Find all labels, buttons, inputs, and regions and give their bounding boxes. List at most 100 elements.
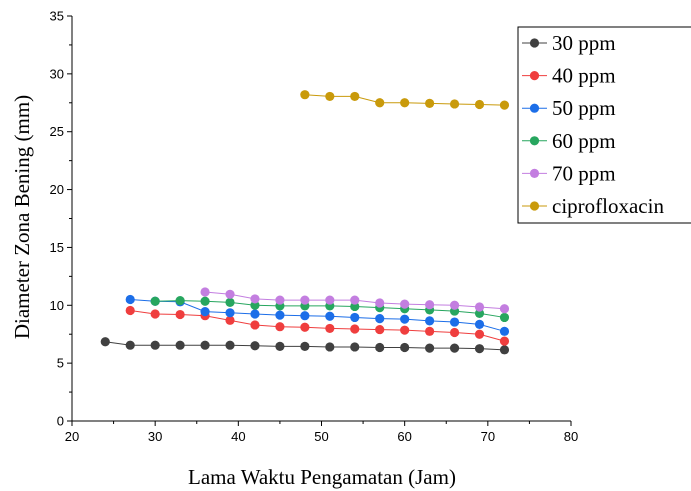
y-tick-label: 35 [50,9,64,24]
x-tick-label: 80 [564,429,578,444]
legend-label: 50 ppm [552,96,616,120]
legend-item: 60 ppm [522,129,616,153]
data-point [375,98,385,108]
data-point [375,298,385,308]
data-point [250,320,260,330]
legend-marker [529,201,540,211]
legend-label: 60 ppm [552,129,616,153]
y-tick-label: 25 [50,124,64,139]
data-point [400,98,410,108]
data-point [350,295,360,305]
data-point [150,340,160,350]
data-point [350,91,360,102]
data-point [150,309,160,319]
data-point [425,300,435,310]
data-point [125,294,135,305]
data-point [225,340,235,350]
data-point [225,315,235,325]
data-point [474,302,485,312]
data-point [275,295,285,305]
data-point [400,342,410,353]
y-tick-label: 30 [50,66,64,81]
axes: 20 30 40 50 60 70 80 0 5 10 15 20 25 30 35 [50,9,579,445]
legend-marker [529,103,540,113]
data-point [250,341,260,351]
data-point [250,300,260,310]
data-point [449,300,460,310]
data-point [200,287,210,297]
data-point [425,326,435,336]
y-axis-title: Diameter Zona Bening (mm) [10,95,34,339]
y-tick-label: 5 [57,356,64,371]
data-point [499,345,510,355]
y-tick-label: 10 [50,298,64,313]
x-tick-label: 70 [481,429,495,444]
legend-item: 30 ppm [522,31,616,55]
x-tick-label: 20 [65,429,79,444]
legend-marker [529,168,540,178]
data-point [400,314,410,324]
data-point [200,296,210,306]
data-point [499,336,510,346]
data-point [499,326,510,336]
data-point [125,305,135,316]
legend-label: 30 ppm [552,31,616,55]
legend: 30 ppm 40 ppm 50 ppm 60 ppm 70 ppm ciprofloxa… [517,26,691,224]
data-point [425,316,435,326]
legend-marker [529,136,540,146]
data-point [375,324,385,335]
data-point [474,319,485,329]
data-point [499,304,510,314]
data-point [400,325,410,335]
data-point [499,312,510,323]
x-tick-label: 30 [148,429,162,444]
series-70-ppm [200,287,510,314]
data-point [200,340,210,350]
legend-item: 50 ppm [522,96,616,120]
data-point [175,340,185,350]
x-tick-label: 40 [231,429,245,444]
data-point [375,342,385,353]
data-point [425,343,435,353]
series-ciprofloxacin [300,90,510,110]
legend-box [517,26,691,224]
data-point [449,99,460,109]
data-point [100,337,110,347]
data-point [200,307,210,317]
data-point [300,322,310,332]
legend-label: ciprofloxacin [552,194,664,218]
data-point [350,312,360,323]
data-point [449,343,460,353]
y-tick-label: 20 [50,182,64,197]
data-point [300,90,310,100]
data-point [300,311,310,321]
data-point [350,301,360,312]
legend-marker [529,38,540,48]
legend-item: 70 ppm [522,161,616,185]
data-point [325,323,335,334]
data-point [175,309,185,320]
x-tick-label: 60 [397,429,411,444]
data-point [474,329,485,339]
data-point [250,309,260,319]
data-point [499,100,510,110]
data-point [275,341,285,351]
data-point [125,340,135,350]
data-point [175,296,185,306]
data-point [250,294,260,304]
data-point [325,311,335,321]
data-point [225,308,235,318]
data-point [474,344,485,354]
data-point [225,297,235,307]
data-point [375,313,385,324]
data-point [474,308,485,318]
legend-marker [529,71,540,81]
data-point [150,296,160,306]
series-line [130,309,505,342]
data-point [225,289,235,299]
x-axis-title: Lama Waktu Pengamatan (Jam) [188,465,456,489]
data-point [425,98,435,108]
data-point [300,295,310,305]
data-point [449,327,460,338]
series-50-ppm [125,294,510,336]
